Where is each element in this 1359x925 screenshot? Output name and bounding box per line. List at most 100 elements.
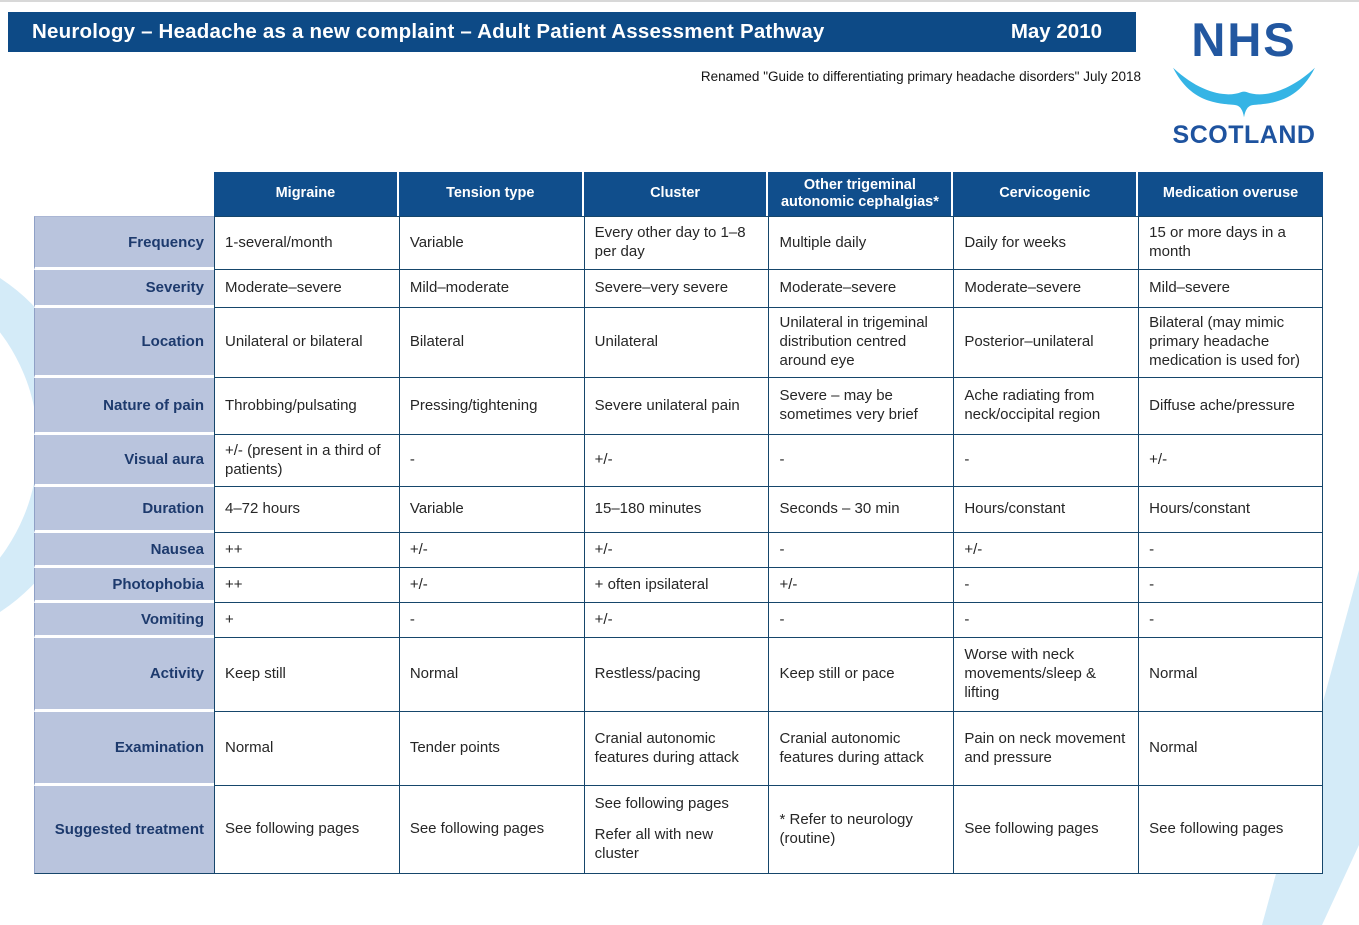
table-cell: +/- xyxy=(953,533,1139,568)
scotland-logo-text: SCOTLAND xyxy=(1172,121,1316,149)
column-header: Medication overuse xyxy=(1162,185,1299,202)
table-cell: - xyxy=(953,568,1139,603)
table-cell: Multiple daily xyxy=(768,216,954,270)
row-label: Location xyxy=(34,308,214,378)
table-cell: Mild–moderate xyxy=(398,270,584,308)
column-header: Cervicogenic xyxy=(953,172,1139,216)
table-cell: Moderate–severe xyxy=(953,270,1139,308)
column-header: Tension type xyxy=(399,172,584,216)
table-cell: See following pages xyxy=(398,786,584,874)
table-cell: Unilateral in trigeminal distribution ce… xyxy=(768,308,954,378)
table-cell: +/- xyxy=(583,533,769,568)
table-cell: See following pages xyxy=(214,786,399,874)
title-banner: Neurology – Headache as a new complaint … xyxy=(8,12,1136,52)
table-cell: Hours/constant xyxy=(1138,487,1323,533)
table-cell: 4–72 hours xyxy=(214,487,399,533)
row-label: Frequency xyxy=(34,216,214,270)
table-cell: +/- xyxy=(398,568,584,603)
table-cell: * Refer to neurology (routine) xyxy=(768,786,954,874)
table-cell: Every other day to 1–8 per day xyxy=(583,216,769,270)
table-cell: Normal xyxy=(398,638,584,712)
table-body: Frequency 1-several/month Variable Every ot… xyxy=(34,216,1323,874)
row-label: Nausea xyxy=(34,533,214,568)
nhs-logo-text: NHS xyxy=(1191,13,1297,66)
table-cell: Pain on neck movement and pressure xyxy=(953,712,1139,786)
table-cell: Cranial autonomic features during attack xyxy=(768,712,954,786)
renamed-note: Renamed "Guide to differentiating primar… xyxy=(700,69,1141,84)
table-cell: Mild–severe xyxy=(1138,270,1323,308)
table-cell: Severe–very severe xyxy=(583,270,769,308)
table-cell: Hours/constant xyxy=(953,487,1139,533)
table-cell: Tender points xyxy=(398,712,584,786)
page-top-edge xyxy=(0,0,1359,2)
table-cell: See following pages xyxy=(953,786,1139,874)
table-cell: Severe unilateral pain xyxy=(583,378,769,435)
table-cell: +/- xyxy=(583,435,769,487)
row-label: Activity xyxy=(34,638,214,712)
table-cell: Normal xyxy=(1138,712,1323,786)
table-cell: Moderate–severe xyxy=(768,270,954,308)
table-cell: - xyxy=(1138,603,1323,638)
column-header: Cluster xyxy=(584,172,769,216)
table-cell: Bilateral (may mimic primary headache me… xyxy=(1138,308,1323,378)
table-cell: Diffuse ache/pressure xyxy=(1138,378,1323,435)
table-cell: Unilateral xyxy=(583,308,769,378)
table-cell: +/- (present in a third of patients) xyxy=(214,435,399,487)
table-cell: Severe – may be sometimes very brief xyxy=(768,378,954,435)
column-header: Migraine xyxy=(214,172,399,216)
table-cell: Variable xyxy=(398,487,584,533)
table-cell: - xyxy=(768,435,954,487)
table-cell: Keep still xyxy=(214,638,399,712)
assessment-table: Migraine Tension type Cluster Other trigemi… xyxy=(34,172,1323,874)
table-cell: Normal xyxy=(1138,638,1323,712)
row-label: Suggested treatment xyxy=(34,786,214,874)
table-cell: Posterior–unilateral xyxy=(953,308,1139,378)
row-label: Examination xyxy=(34,712,214,786)
banner-date: May 2010 xyxy=(1010,20,1102,43)
row-label: Vomiting xyxy=(34,603,214,638)
table-cell: - xyxy=(1138,568,1323,603)
table-cell: - xyxy=(768,603,954,638)
table-cell: 15–180 minutes xyxy=(583,487,769,533)
table-header-row: Migraine Tension type Cluster Other trigemi… xyxy=(214,172,1323,216)
page-title: Neurology – Headache as a new complaint … xyxy=(32,20,825,43)
table-cell: Keep still or pace xyxy=(768,638,954,712)
nhs-swoosh-icon xyxy=(1173,67,1315,118)
table-cell: - xyxy=(1138,533,1323,568)
table-cell: Seconds – 30 min xyxy=(768,487,954,533)
table-cell: - xyxy=(398,435,584,487)
table-cell: Bilateral xyxy=(398,308,584,378)
table-cell: ++ xyxy=(214,568,399,603)
table-cell: Moderate–severe xyxy=(214,270,399,308)
table-cell: Ache radiating from neck/occipital regio… xyxy=(953,378,1139,435)
row-label: Severity xyxy=(34,270,214,308)
table-cell: Normal xyxy=(214,712,399,786)
table-cell: +/- xyxy=(583,603,769,638)
row-label: Visual aura xyxy=(34,435,214,487)
row-label: Nature of pain xyxy=(34,378,214,435)
table-cell: +/- xyxy=(398,533,584,568)
table-cell: Throbbing/pulsating xyxy=(214,378,399,435)
table-cell: - xyxy=(398,603,584,638)
column-header: Other trigeminal autonomic cephalgias* xyxy=(768,172,954,216)
table-cell: + often ipsilateral xyxy=(583,568,769,603)
table-cell: Daily for weeks xyxy=(953,216,1139,270)
table-cell: Worse with neck movements/sleep & liftin… xyxy=(953,638,1139,712)
table-cell: Pressing/tightening xyxy=(398,378,584,435)
nhs-scotland-logo: NHS SCOTLAND xyxy=(1163,16,1325,148)
table-cell: +/- xyxy=(1138,435,1323,487)
table-cell: - xyxy=(768,533,954,568)
row-label: Duration xyxy=(34,487,214,533)
table-cell: 15 or more days in a month xyxy=(1138,216,1323,270)
row-label: Photophobia xyxy=(34,568,214,603)
table-cell: Restless/pacing xyxy=(583,638,769,712)
table-cell: + xyxy=(214,603,399,638)
table-cell: See following pages xyxy=(1138,786,1323,874)
table-cell: 1-several/month xyxy=(214,216,399,270)
table-cell: - xyxy=(953,603,1139,638)
table-cell: - xyxy=(953,435,1139,487)
table-cell: Variable xyxy=(398,216,584,270)
table-cell: ++ xyxy=(214,533,399,568)
table-cell: +/- xyxy=(768,568,954,603)
